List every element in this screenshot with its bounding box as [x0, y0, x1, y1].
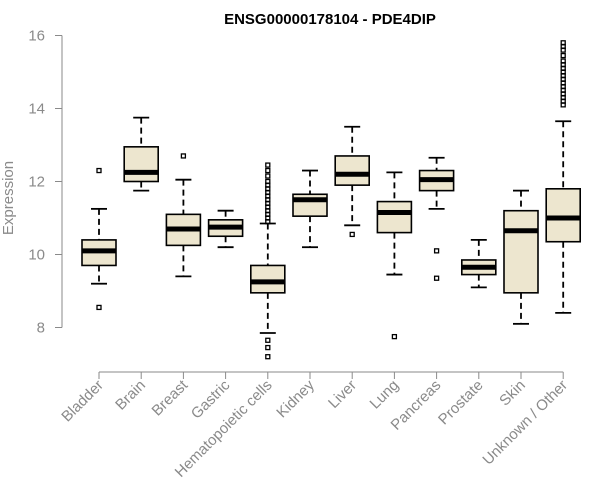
x-tick-label: Lung [367, 377, 403, 413]
boxes-group [81, 40, 582, 360]
box-group [81, 167, 117, 311]
box-iqr [503, 209, 539, 294]
outlier-point [560, 40, 566, 46]
box-group [292, 169, 328, 249]
outlier-point [96, 167, 102, 174]
box-group [503, 189, 539, 325]
y-axis: 8 10 12 14 16 [28, 28, 63, 337]
x-tick-label: Bladder [58, 377, 107, 426]
box-group [376, 171, 413, 340]
outlier-point [433, 275, 440, 281]
x-tick-label: Skin [496, 377, 529, 410]
y-tick-label: 12 [28, 174, 45, 191]
y-tick-label: 8 [37, 320, 45, 337]
box-iqr [545, 188, 582, 243]
outlier-point [391, 333, 398, 340]
outlier-point [96, 304, 102, 311]
outlier-point [560, 52, 566, 59]
outlier-point [560, 58, 566, 64]
box-iqr [334, 155, 371, 186]
y-tick-label: 10 [28, 247, 45, 264]
y-tick-label: 14 [28, 101, 45, 118]
box-group [207, 209, 244, 249]
box-group [545, 40, 582, 314]
box-iqr [250, 264, 286, 294]
x-tick-label: Liver [325, 377, 360, 412]
box-group [123, 116, 159, 192]
box-group [165, 153, 202, 278]
outlier-point [180, 153, 187, 159]
y-axis-title: Expression [0, 161, 17, 235]
outlier-point [265, 344, 271, 351]
outlier-point [433, 248, 440, 254]
x-tick-label: Breast [149, 376, 192, 419]
box-iqr [376, 200, 413, 234]
outlier-point [265, 173, 271, 179]
box-group [250, 162, 286, 360]
outlier-point [265, 178, 271, 185]
y-tick-label: 16 [28, 28, 45, 45]
outlier-point [265, 337, 271, 343]
outlier-point [265, 167, 271, 174]
box-iqr [123, 146, 159, 183]
outlier-point [265, 162, 271, 168]
x-tick-label: Brain [112, 377, 149, 414]
box-group [418, 156, 455, 281]
box-group [334, 125, 371, 238]
outlier-point [265, 354, 271, 360]
x-tick-label: Kidney [273, 376, 318, 421]
outlier-point [349, 231, 355, 238]
x-tick-label: Prostate [435, 377, 487, 429]
box-group [460, 238, 497, 289]
chart-title: ENSG00000178104 - PDE4DIP [224, 11, 436, 28]
